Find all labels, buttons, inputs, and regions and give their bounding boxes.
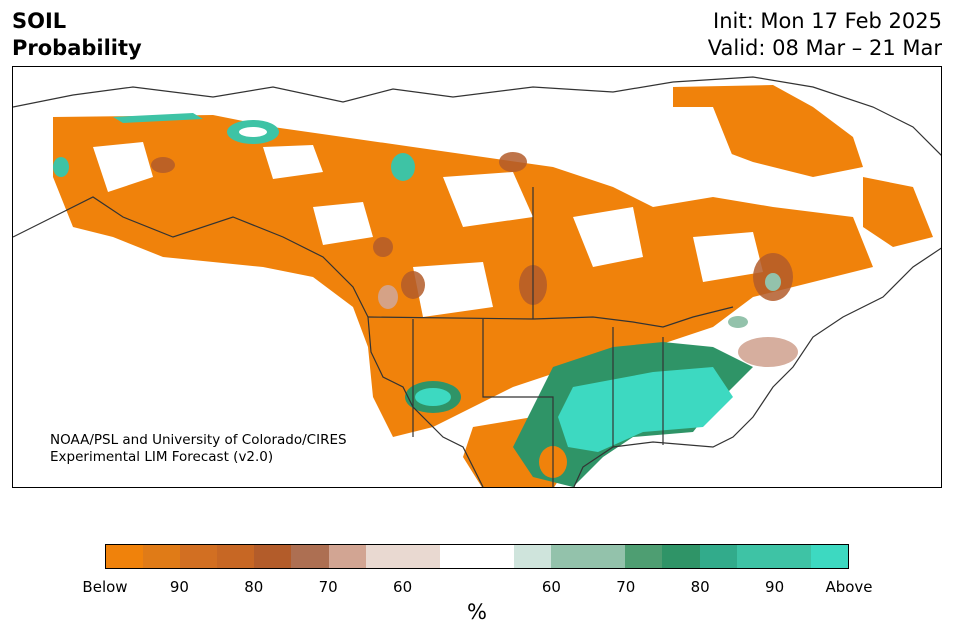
forecast-dates: Init: Mon 17 Feb 2025 Valid: 08 Mar – 21…: [708, 8, 942, 62]
credit-text: NOAA/PSL and University of Colorado/CIRE…: [50, 432, 347, 466]
colorbar-segment: [514, 545, 552, 568]
colorbar-segment: [402, 545, 440, 568]
colorbar: [105, 544, 849, 569]
colorbar-tick-label: Above: [825, 578, 873, 596]
colorbar-segment: [180, 545, 218, 568]
colorbar-tick-label: 80: [244, 578, 264, 596]
colorbar-segment: [810, 545, 848, 568]
valid-range: Valid: 08 Mar – 21 Mar: [707, 36, 942, 60]
borders: [13, 76, 941, 487]
colorbar-tick-label: 70: [616, 578, 636, 596]
colorbar-segment: [254, 545, 292, 568]
colorbar-tick-label: 60: [541, 578, 561, 596]
colorbar-segment: [773, 545, 811, 568]
colorbar-segment: [217, 545, 255, 568]
light-brown-shading: [378, 285, 798, 367]
colorbar-segment: [106, 545, 144, 568]
colorbar-tick-label: 80: [690, 578, 710, 596]
credit-line-2: Experimental LIM Forecast (v2.0): [50, 449, 274, 465]
colorbar-tick-label: 90: [765, 578, 785, 596]
colorbar-segment: [143, 545, 181, 568]
colorbar-segment: [625, 545, 663, 568]
colorbar-tick-label: 90: [169, 578, 189, 596]
colorbar-segment: [551, 545, 589, 568]
forecast-map: NOAA/PSL and University of Colorado/CIRE…: [12, 66, 942, 488]
colorbar-segment: [476, 545, 515, 568]
colorbar-segment: [699, 545, 737, 568]
title-line-1: SOIL: [12, 9, 67, 33]
colorbar-segment: [439, 545, 477, 568]
init-date: Init: Mon 17 Feb 2025: [713, 9, 942, 33]
colorbar-tick-label: Below: [82, 578, 128, 596]
neutral-gaps: [93, 107, 763, 317]
title-line-2: Probability: [12, 36, 142, 60]
below-probability-areas: [53, 85, 933, 487]
map-canvas: [13, 76, 941, 487]
above-probability-areas: [53, 113, 781, 487]
colorbar-tick-label: 70: [318, 578, 338, 596]
colorbar-unit: %: [467, 600, 487, 624]
colorbar-segment: [365, 545, 403, 568]
colorbar-segment: [328, 545, 366, 568]
colorbar-segment: [736, 545, 774, 568]
map-title: SOIL Probability: [12, 8, 142, 62]
colorbar-tick-label: 60: [393, 578, 413, 596]
colorbar-segment: [588, 545, 626, 568]
colorbar-segment: [291, 545, 329, 568]
credit-line-1: NOAA/PSL and University of Colorado/CIRE…: [50, 432, 347, 448]
colorbar-segment: [662, 545, 700, 568]
